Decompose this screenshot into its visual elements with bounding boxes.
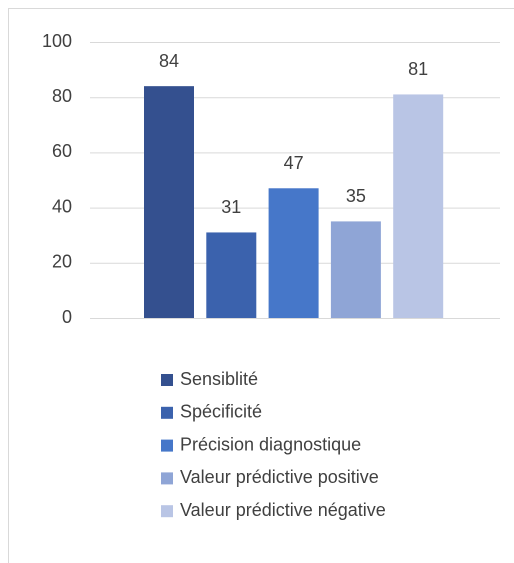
legend-swatch (161, 406, 173, 419)
legend-label: Spécificité (180, 402, 262, 422)
bar (144, 86, 194, 318)
data-label: 31 (221, 197, 241, 217)
y-tick-label: 80 (52, 86, 72, 106)
y-tick-label: 100 (42, 31, 72, 51)
legend-swatch (161, 472, 173, 485)
data-label: 81 (408, 59, 428, 79)
y-tick-label: 20 (52, 252, 72, 272)
data-label: 47 (284, 153, 304, 173)
legend-label: Valeur prédictive négative (180, 500, 386, 520)
bar (393, 94, 444, 318)
bar (268, 188, 319, 318)
data-label: 84 (159, 51, 179, 71)
bar (206, 232, 257, 318)
legend-swatch (161, 374, 173, 386)
legend-swatch (161, 505, 173, 518)
data-label: 35 (346, 186, 366, 206)
y-tick-label: 40 (52, 196, 72, 216)
y-tick-label: 0 (62, 307, 72, 327)
bar (330, 221, 381, 318)
legend-label: Valeur prédictive positive (180, 467, 379, 487)
y-tick-label: 60 (52, 141, 72, 161)
legend-label: Sensiblité (180, 369, 258, 389)
legend-swatch (161, 439, 173, 452)
legend-label: Précision diagnostique (180, 434, 361, 454)
